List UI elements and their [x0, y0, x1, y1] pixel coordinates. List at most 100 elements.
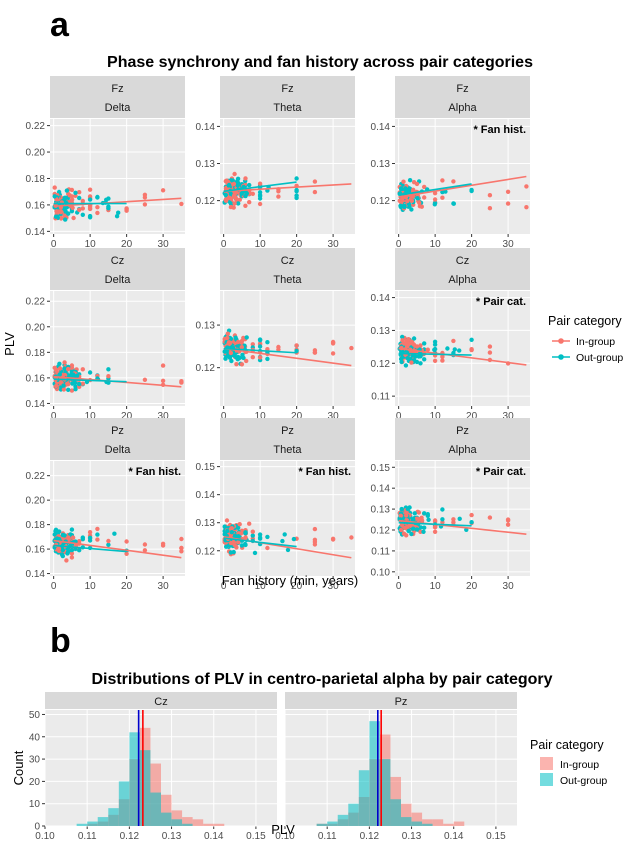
point-out-group: [452, 347, 457, 352]
point-in-group: [142, 548, 148, 553]
point-in-group: [250, 342, 255, 347]
hist-bar-in-group: [443, 823, 454, 826]
point-in-group: [54, 383, 59, 389]
hist-bar-out-group: [369, 721, 380, 826]
x-tick-label: 0.14: [204, 831, 224, 842]
point-out-group: [64, 188, 70, 193]
facet-strip: [50, 76, 185, 118]
point-in-group: [243, 176, 248, 181]
point-out-group: [294, 193, 299, 198]
y-tick-label: 0.20: [26, 322, 46, 333]
facet-strip-row: Pz: [111, 425, 124, 437]
point-out-group: [469, 520, 474, 525]
point-out-group: [440, 517, 445, 522]
fit-line-out-group: [223, 537, 297, 548]
fit-line-in-group: [398, 175, 527, 198]
y-tick-label: 0.14: [26, 227, 46, 238]
point-out-group: [398, 204, 403, 210]
y-tick-label: 0.22: [26, 297, 46, 308]
facet-strip-col: Theta: [273, 444, 302, 456]
y-tick-label: 0.13: [196, 321, 216, 332]
point-out-group: [52, 194, 57, 199]
point-in-group: [226, 195, 232, 200]
fit-line-in-group: [53, 539, 182, 559]
hist-bar-out-group: [182, 823, 193, 826]
fit-line-in-group: [53, 197, 182, 208]
point-in-group: [257, 181, 263, 186]
point-out-group: [229, 358, 234, 364]
point-in-group: [57, 366, 63, 371]
point-in-group: [409, 198, 415, 203]
point-in-group: [524, 205, 529, 210]
point-in-group: [451, 338, 456, 344]
hist-bar-in-group: [213, 823, 225, 826]
x-tick-label: 0.13: [402, 831, 422, 842]
point-in-group: [142, 542, 148, 547]
point-out-group: [223, 356, 228, 361]
point-in-group: [69, 365, 75, 370]
point-in-group: [54, 367, 59, 372]
point-out-group: [66, 387, 71, 392]
hist-bar-in-group: [203, 823, 214, 826]
hist-bar-in-group: [182, 817, 193, 826]
point-out-group: [416, 354, 421, 359]
facet-annotation: * Pair cat.: [476, 296, 526, 308]
facet-plot-bg: [395, 119, 530, 234]
point-in-group: [142, 202, 148, 207]
legend-a-title: Pair category: [548, 314, 622, 328]
x-tick-label: 20: [121, 581, 133, 592]
y-tick-label: 0.16: [26, 545, 46, 556]
point-in-group: [224, 518, 230, 523]
hist-bar-out-group: [97, 817, 109, 826]
y-tick-label: 0.14: [196, 490, 216, 501]
point-in-group: [247, 200, 252, 205]
x-tick-label: 30: [328, 411, 340, 422]
facet-strip-row: Pz: [281, 425, 294, 437]
legend-b-out-label: Out-group: [560, 775, 607, 787]
point-in-group: [257, 201, 263, 207]
point-in-group: [69, 194, 75, 199]
point-in-group: [487, 206, 493, 211]
y-tick-label: 0.12: [371, 359, 391, 370]
point-out-group: [243, 541, 248, 547]
point-out-group: [414, 527, 420, 532]
point-out-group: [412, 511, 417, 516]
point-out-group: [60, 547, 65, 553]
point-in-group: [417, 200, 422, 205]
facet-fz-alpha: Fz Alpha 0 10 20 30 0.12 0.13 0.14 * Fan hist.: [371, 76, 530, 250]
point-in-group: [257, 355, 263, 360]
x-tick-label: 0.12: [360, 831, 380, 842]
point-out-group: [409, 531, 414, 537]
y-tick-label: 20: [29, 777, 41, 788]
x-tick-label: 20: [291, 411, 303, 422]
point-out-group: [73, 190, 78, 195]
fit-line-in-group: [223, 183, 352, 193]
y-tick-label: 0.14: [371, 484, 391, 495]
point-out-group: [106, 367, 111, 372]
facet-pz-theta: Pz Theta 0 10 20 30 0.12 0.13 0.14 0.15 * Fan hist…: [196, 418, 355, 592]
point-in-group: [243, 535, 248, 540]
point-in-group: [70, 205, 75, 210]
point-out-group: [265, 356, 270, 362]
point-in-group: [234, 362, 239, 367]
point-out-group: [402, 203, 407, 208]
point-out-group: [106, 206, 111, 211]
y-tick-label: 30: [29, 755, 41, 766]
panel-b-label: b: [50, 622, 71, 660]
facet-grid-b: Cz 0.10 0.11 0.12 0.13 0.14 0.15 0 10 20 30 40 50 Pz 0…: [29, 692, 517, 842]
point-in-group: [416, 510, 422, 515]
point-out-group: [418, 361, 423, 366]
point-in-group: [417, 204, 423, 209]
point-in-group: [432, 358, 438, 363]
point-out-group: [451, 201, 456, 206]
point-out-group: [55, 536, 60, 541]
x-tick-label: 0.10: [275, 831, 295, 842]
facet-strip: [45, 692, 277, 709]
facet-cz-theta: Cz Theta 0 10 20 30 0.12 0.13: [196, 248, 355, 422]
y-tick-label: 10: [29, 799, 41, 810]
point-out-group: [440, 507, 445, 512]
x-tick-label: 20: [291, 239, 303, 250]
point-out-group: [409, 207, 414, 212]
legend-a-in-key: [558, 338, 564, 344]
point-in-group: [399, 522, 405, 528]
